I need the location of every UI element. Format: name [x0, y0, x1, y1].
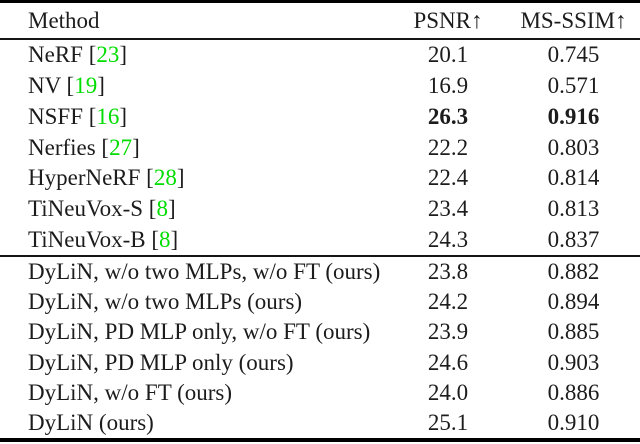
method-cell: HyperNeRF [28] — [0, 165, 389, 191]
msssim-value: 0.903 — [547, 349, 600, 375]
msssim-value: 0.571 — [547, 73, 600, 99]
method-name: NSFF [ — [28, 103, 97, 129]
method-cell: DyLiN, w/o two MLPs (ours) — [0, 289, 389, 315]
table-row: NeRF [23] 20.1 0.745 — [0, 40, 640, 71]
method-name: TiNeuVox-S [ — [28, 195, 157, 221]
citation-bracket: ] — [167, 195, 176, 221]
column-header-method: Method — [28, 7, 100, 33]
header-rule — [0, 38, 640, 40]
table-row: DyLiN, w/o FT (ours) 24.0 0.886 — [0, 378, 640, 408]
msssim-value: 0.894 — [547, 289, 600, 315]
citation-bracket: ] — [176, 165, 185, 191]
citation-bracket: ] — [97, 73, 105, 99]
psnr-value: 24.3 — [427, 226, 469, 252]
citation-link[interactable]: 8 — [156, 195, 168, 221]
psnr-value: 24.6 — [427, 349, 469, 375]
msssim-value: 0.814 — [547, 165, 600, 191]
table-header-row: Method PSNR↑ MS-SSIM↑ — [0, 3, 640, 38]
citation-bracket: ] — [119, 42, 128, 68]
citation-bracket: ] — [132, 134, 140, 160]
ours-ablation-section: DyLiN, w/o two MLPs, w/o FT (ours) 23.8 0.… — [0, 257, 640, 438]
table-row: DyLiN (ours) 25.1 0.910 — [0, 408, 640, 438]
method-cell: TiNeuVox-B [8] — [0, 227, 389, 253]
table-row: DyLiN, w/o two MLPs (ours) 24.2 0.894 — [0, 287, 640, 317]
psnr-value: 16.9 — [427, 73, 469, 99]
method-name: DyLiN (ours) — [28, 409, 154, 435]
table-row: TiNeuVox-S [8] 23.4 0.813 — [0, 194, 640, 225]
citation-link[interactable]: 19 — [74, 73, 98, 99]
baseline-methods-section: NeRF [23] 20.1 0.745 NV [19] 16.9 0.571 NSFF [… — [0, 40, 640, 255]
psnr-value: 22.4 — [427, 165, 469, 191]
method-name: TiNeuVox-B [ — [28, 226, 160, 252]
msssim-value: 0.916 — [547, 103, 600, 129]
psnr-value: 23.9 — [427, 319, 469, 345]
msssim-value: 0.813 — [547, 195, 600, 221]
bottom-rule — [0, 438, 640, 442]
citation-link[interactable]: 27 — [109, 134, 133, 160]
psnr-value: 25.1 — [427, 409, 469, 435]
msssim-value: 0.886 — [547, 379, 600, 405]
table-row: Nerfies [27] 22.2 0.803 — [0, 132, 640, 163]
table-row: HyperNeRF [28] 22.4 0.814 — [0, 163, 640, 194]
method-name: DyLiN, w/o two MLPs (ours) — [28, 289, 303, 315]
msssim-value: 0.910 — [547, 409, 600, 435]
table-row: TiNeuVox-B [8] 24.3 0.837 — [0, 224, 640, 255]
method-name: NV [ — [28, 73, 75, 99]
method-name: DyLiN, PD MLP only (ours) — [28, 349, 294, 375]
psnr-value: 22.2 — [427, 134, 469, 160]
psnr-value: 24.0 — [427, 379, 469, 405]
method-cell: DyLiN, PD MLP only, w/o FT (ours) — [0, 319, 389, 345]
msssim-value: 0.745 — [547, 42, 600, 68]
psnr-value: 20.1 — [427, 42, 469, 68]
column-header-msssim: MS-SSIM↑ — [520, 7, 627, 33]
table-row: DyLiN, PD MLP only, w/o FT (ours) 23.9 0.8… — [0, 317, 640, 347]
method-cell: DyLiN, w/o FT (ours) — [0, 380, 389, 406]
msssim-value: 0.885 — [547, 319, 600, 345]
column-header-psnr: PSNR↑ — [413, 7, 483, 33]
method-cell: DyLiN, w/o two MLPs, w/o FT (ours) — [0, 259, 389, 285]
msssim-value: 0.837 — [547, 226, 600, 252]
table-row: NSFF [16] 26.3 0.916 — [0, 101, 640, 132]
method-name: HyperNeRF [ — [28, 165, 154, 191]
msssim-value: 0.803 — [547, 134, 600, 160]
table-row: DyLiN, w/o two MLPs, w/o FT (ours) 23.8 0.… — [0, 257, 640, 287]
method-cell: DyLiN, PD MLP only (ours) — [0, 350, 389, 376]
psnr-value: 24.2 — [427, 289, 469, 315]
top-rule — [0, 0, 640, 3]
method-name: Nerfies [ — [28, 134, 110, 160]
method-cell: NSFF [16] — [0, 104, 389, 130]
section-separator-rule — [0, 255, 640, 257]
psnr-value: 26.3 — [427, 103, 469, 129]
table-row: NV [19] 16.9 0.571 — [0, 71, 640, 102]
citation-link[interactable]: 16 — [96, 103, 120, 129]
method-cell: DyLiN (ours) — [0, 410, 389, 436]
method-name: DyLiN, w/o two MLPs, w/o FT (ours) — [28, 259, 381, 285]
method-name: DyLiN, PD MLP only, w/o FT (ours) — [28, 319, 371, 345]
citation-bracket: ] — [170, 226, 179, 252]
msssim-value: 0.882 — [547, 259, 600, 285]
method-cell: Nerfies [27] — [0, 135, 389, 161]
citation-link[interactable]: 8 — [159, 226, 171, 252]
psnr-value: 23.8 — [427, 259, 469, 285]
method-cell: NeRF [23] — [0, 42, 389, 68]
citation-bracket: ] — [119, 103, 128, 129]
method-name: NeRF [ — [28, 42, 97, 68]
citation-link[interactable]: 23 — [96, 42, 120, 68]
table-row: DyLiN, PD MLP only (ours) 24.6 0.903 — [0, 348, 640, 378]
psnr-value: 23.4 — [427, 195, 469, 221]
method-cell: TiNeuVox-S [8] — [0, 196, 389, 222]
method-cell: NV [19] — [0, 73, 389, 99]
citation-link[interactable]: 28 — [153, 165, 177, 191]
method-name: DyLiN, w/o FT (ours) — [28, 379, 233, 405]
